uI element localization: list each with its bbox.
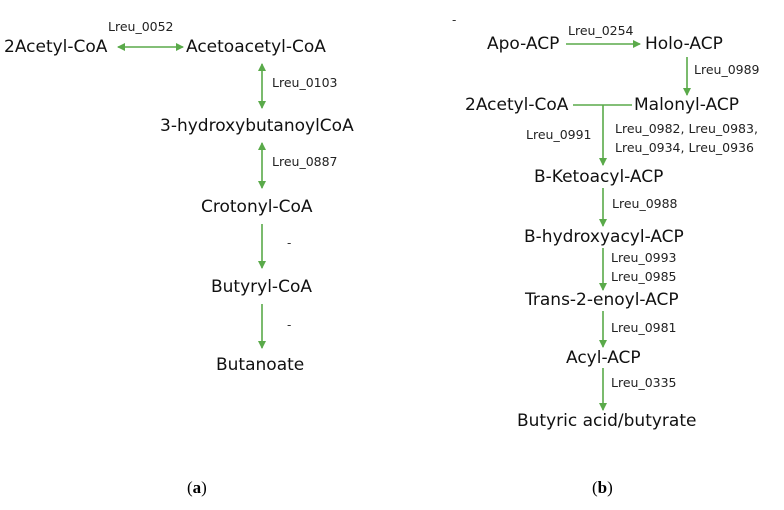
node-butyric-acid-butyrate: Butyric acid/butyrate bbox=[517, 411, 697, 431]
node-butyryl-coa: Butyryl-CoA bbox=[211, 277, 312, 297]
blank-marker-1: - bbox=[287, 236, 292, 250]
node-acetoacetyl-coa: Acetoacetyl-CoA bbox=[186, 37, 326, 57]
gene-label-lreu-0981: Lreu_0981 bbox=[611, 320, 677, 335]
stray-mark: - bbox=[452, 13, 457, 27]
node-2acetyl-coa-b: 2Acetyl-CoA bbox=[465, 95, 569, 115]
gene-label-lreu-0993: Lreu_0993 bbox=[611, 250, 677, 265]
node-crotonyl-coa: Crotonyl-CoA bbox=[201, 197, 313, 217]
blank-marker-2: - bbox=[287, 318, 292, 332]
node-holo-acp: Holo-ACP bbox=[645, 34, 723, 54]
node-butanoate: Butanoate bbox=[216, 355, 305, 375]
node-trans-2-enoyl-acp: Trans-2-enoyl-ACP bbox=[525, 290, 679, 310]
node-3-hydroxybutanoylcoa: 3-hydroxybutanoylCoA bbox=[160, 116, 354, 136]
gene-label-lreu-0052: Lreu_0052 bbox=[108, 19, 174, 34]
node-apo-acp: Apo-ACP bbox=[487, 34, 560, 54]
gene-label-lreu-0887: Lreu_0887 bbox=[272, 154, 338, 169]
node-acyl-acp: Acyl-ACP bbox=[566, 348, 641, 368]
node-b-hydroxyacyl-acp: B-hydroxyacyl-ACP bbox=[524, 227, 684, 247]
node-malonyl-acp: Malonyl-ACP bbox=[634, 95, 739, 115]
gene-label-lreu-0989: Lreu_0989 bbox=[694, 62, 760, 77]
node-b-ketoacyl-acp: B-Ketoacyl-ACP bbox=[534, 167, 664, 187]
panel-label-b: (b) bbox=[592, 478, 613, 497]
gene-label-lreu-0985: Lreu_0985 bbox=[611, 269, 677, 284]
gene-label-lreu-0982-group-2: Lreu_0934, Lreu_0936 bbox=[615, 140, 754, 155]
panel-label-a: (a) bbox=[187, 478, 207, 497]
node-2acetyl-coa-a: 2Acetyl-CoA bbox=[4, 37, 108, 57]
gene-label-lreu-0988: Lreu_0988 bbox=[612, 196, 678, 211]
gene-label-lreu-0991: Lreu_0991 bbox=[526, 127, 592, 142]
gene-label-lreu-0103: Lreu_0103 bbox=[272, 75, 338, 90]
gene-label-lreu-0335: Lreu_0335 bbox=[611, 375, 677, 390]
gene-label-lreu-0254: Lreu_0254 bbox=[568, 23, 634, 38]
gene-label-lreu-0982-group-1: Lreu_0982, Lreu_0983, bbox=[615, 121, 758, 136]
